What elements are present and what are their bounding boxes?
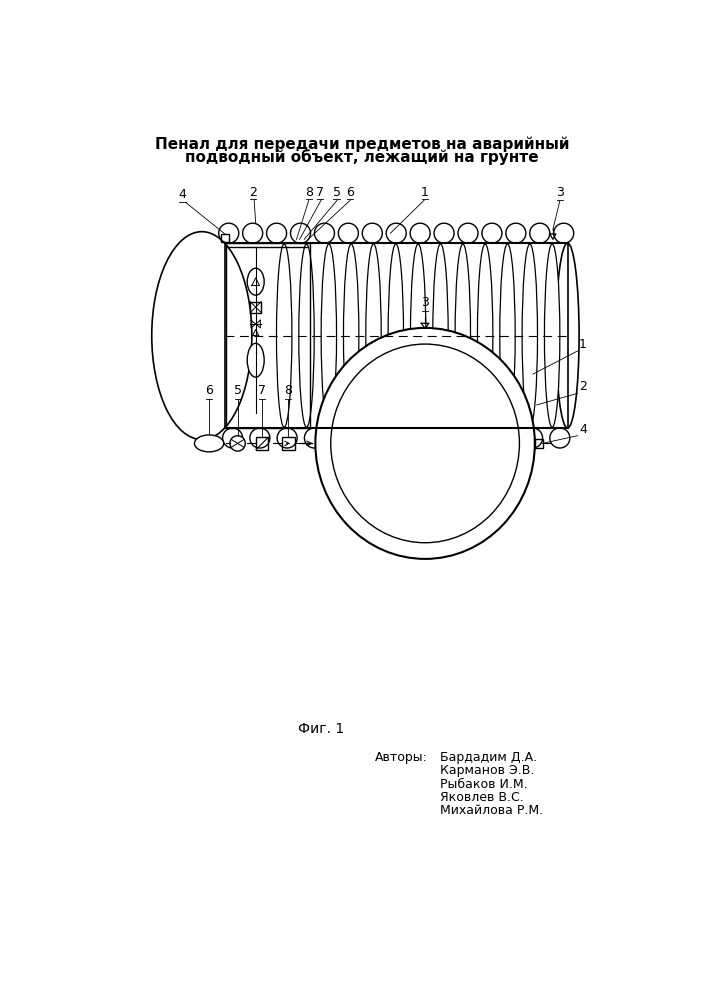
Bar [256, 437, 269, 450]
Text: подводный объект, лежащий на грунте: подводный объект, лежащий на грунте [185, 149, 539, 165]
Ellipse shape [276, 244, 292, 427]
Ellipse shape [247, 268, 264, 295]
Bar [226, 243, 310, 428]
Text: 4: 4 [579, 423, 587, 436]
Text: 1: 1 [579, 338, 587, 351]
Circle shape [339, 223, 358, 243]
Text: Пенал для передачи предметов на аварийный: Пенал для передачи предметов на аварийны… [155, 137, 569, 152]
Circle shape [250, 428, 270, 448]
Bar [534, 439, 542, 448]
Ellipse shape [344, 244, 359, 427]
Text: 8: 8 [305, 186, 312, 199]
Ellipse shape [433, 244, 448, 427]
Ellipse shape [299, 244, 314, 427]
Ellipse shape [522, 244, 537, 427]
Circle shape [550, 428, 570, 448]
Circle shape [522, 428, 542, 448]
Text: Бардадим Д.А.: Бардадим Д.А. [440, 751, 537, 764]
Text: 1: 1 [421, 186, 429, 199]
Ellipse shape [411, 244, 426, 427]
Text: 2: 2 [250, 186, 257, 199]
Circle shape [230, 436, 245, 451]
Circle shape [440, 428, 461, 448]
Circle shape [386, 428, 407, 448]
Bar [221, 234, 229, 242]
Ellipse shape [455, 244, 471, 427]
Circle shape [386, 223, 407, 243]
Text: 6: 6 [205, 384, 213, 397]
Circle shape [218, 223, 239, 243]
Circle shape [277, 428, 297, 448]
Text: 2: 2 [579, 380, 587, 393]
Ellipse shape [388, 244, 404, 427]
Ellipse shape [331, 344, 520, 543]
Ellipse shape [321, 244, 337, 427]
Ellipse shape [544, 244, 560, 427]
Circle shape [223, 428, 243, 448]
Ellipse shape [194, 435, 223, 452]
Circle shape [362, 223, 382, 243]
Circle shape [410, 223, 430, 243]
Ellipse shape [247, 343, 264, 377]
Circle shape [482, 223, 502, 243]
Ellipse shape [500, 244, 515, 427]
Text: Рыбаков И.М.: Рыбаков И.М. [440, 778, 528, 791]
Ellipse shape [315, 328, 534, 559]
Text: 3: 3 [421, 296, 429, 309]
Text: 7: 7 [316, 186, 325, 199]
Circle shape [359, 428, 379, 448]
Circle shape [332, 428, 351, 448]
Text: 5: 5 [332, 186, 341, 199]
Circle shape [530, 223, 550, 243]
Circle shape [414, 428, 433, 448]
Text: Яковлев В.С.: Яковлев В.С. [440, 791, 525, 804]
Circle shape [506, 223, 526, 243]
Text: 4: 4 [179, 188, 187, 201]
Circle shape [243, 223, 263, 243]
Text: 7: 7 [258, 384, 267, 397]
Bar [250, 302, 261, 312]
Circle shape [267, 223, 286, 243]
Circle shape [458, 223, 478, 243]
Text: Авторы:: Авторы: [375, 751, 428, 764]
Circle shape [291, 223, 310, 243]
Ellipse shape [477, 244, 493, 427]
Text: 5: 5 [233, 384, 242, 397]
Circle shape [554, 223, 573, 243]
Circle shape [468, 428, 488, 448]
Text: 3: 3 [556, 186, 563, 199]
Text: Карманов Э.В.: Карманов Э.В. [440, 764, 535, 777]
Ellipse shape [366, 244, 381, 427]
Text: Фиг. 1: Фиг. 1 [298, 722, 344, 736]
Circle shape [315, 223, 334, 243]
Circle shape [496, 428, 515, 448]
Circle shape [305, 428, 325, 448]
Circle shape [434, 223, 454, 243]
Bar [282, 437, 295, 450]
Text: 8: 8 [284, 384, 293, 397]
Text: Михайлова Р.М.: Михайлова Р.М. [440, 804, 544, 817]
Text: 6: 6 [346, 186, 354, 199]
